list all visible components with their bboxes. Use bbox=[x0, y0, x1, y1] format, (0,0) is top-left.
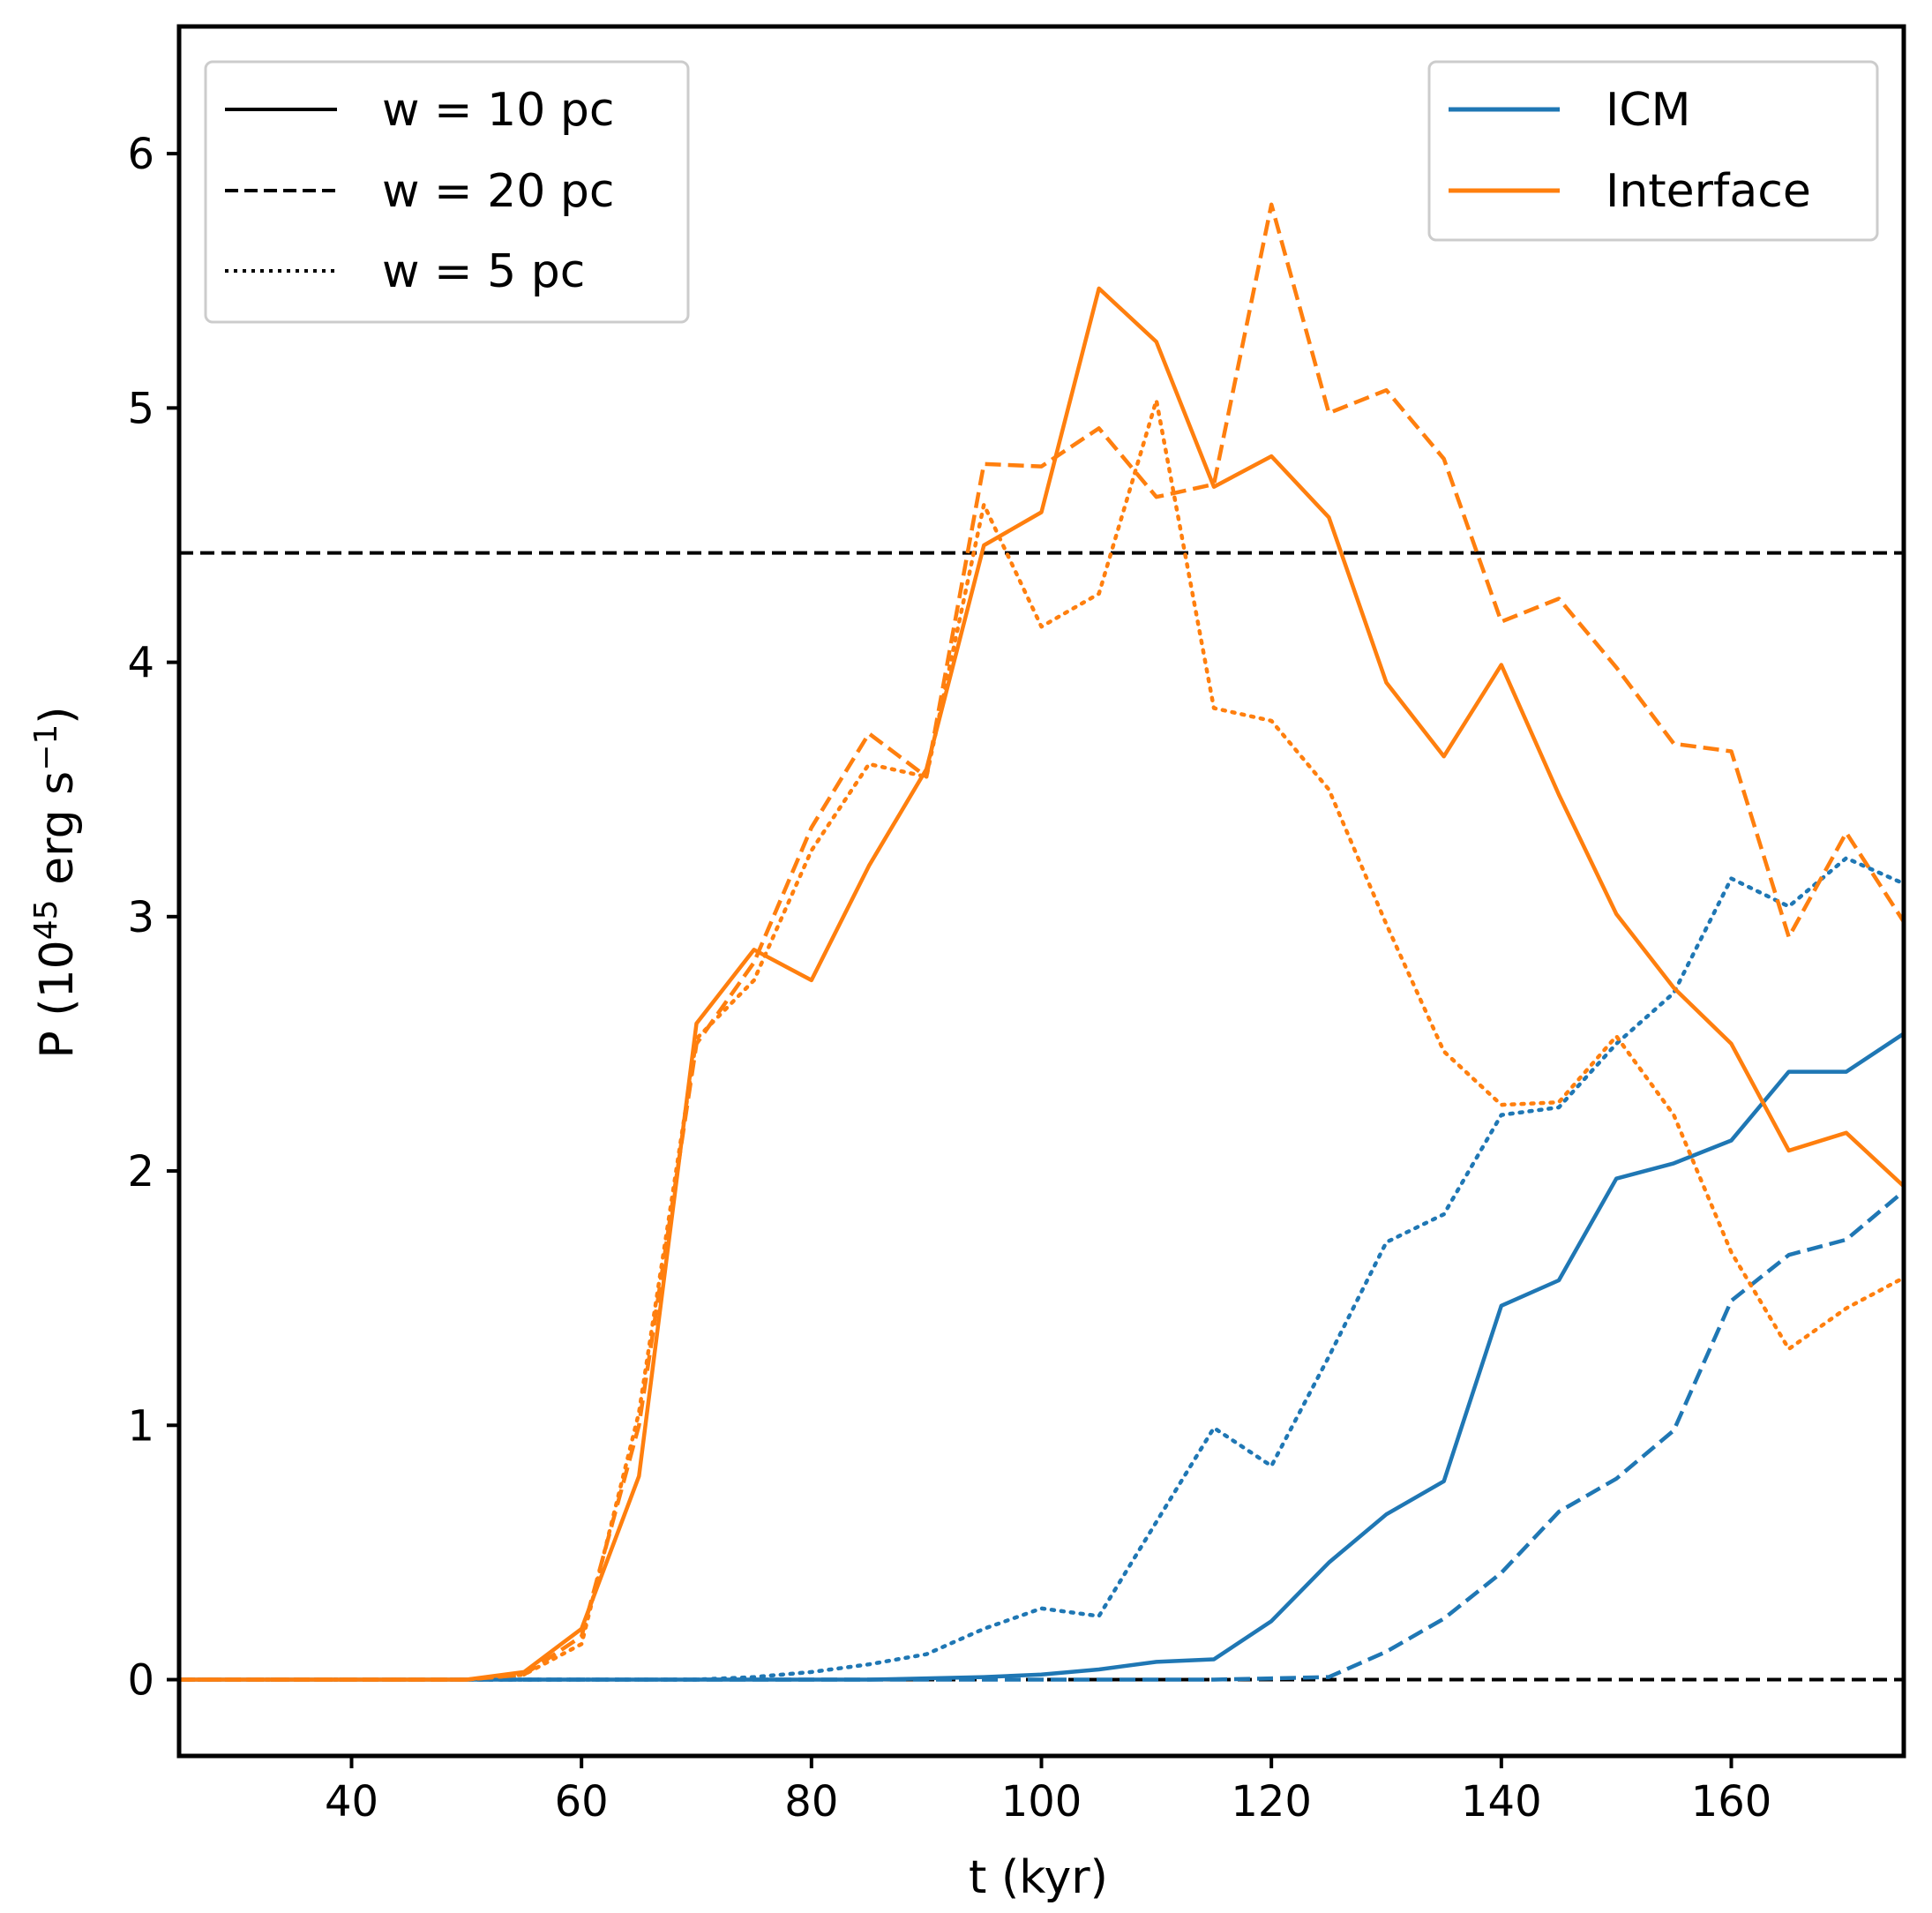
legend-styles: w = 10 pc w = 20 pc w = 5 pc bbox=[204, 60, 690, 324]
axis-ticks bbox=[167, 152, 1734, 1768]
legend-styles-box bbox=[204, 60, 690, 324]
series-line-icm-dotted bbox=[179, 856, 1904, 1682]
series-line-icm-solid bbox=[179, 1032, 1904, 1682]
x-tick-label: 160 bbox=[1691, 1777, 1772, 1827]
x-tick-label: 140 bbox=[1461, 1777, 1542, 1827]
y-tick-label: 6 bbox=[127, 130, 154, 179]
x-tick-label: 60 bbox=[555, 1777, 609, 1827]
y-axis-label: P (1045 erg s−1) bbox=[28, 706, 84, 1058]
y-axis-label-end: ) bbox=[31, 706, 84, 724]
legend-colors-box bbox=[1427, 60, 1879, 242]
reference-lines bbox=[179, 551, 1904, 1682]
legend-label-icm: ICM bbox=[1606, 84, 1691, 137]
series-line-interface-solid bbox=[179, 286, 1904, 1682]
x-tick-label: 100 bbox=[1001, 1777, 1082, 1827]
series-line-interface-dotted bbox=[179, 398, 1904, 1682]
y-axis-label-base: P (10 bbox=[31, 940, 84, 1058]
y-tick-label: 4 bbox=[127, 639, 154, 688]
series-line-interface-dashed bbox=[179, 202, 1904, 1682]
series-line-icm-dashed bbox=[179, 1189, 1904, 1682]
legend-label-w20: w = 20 pc bbox=[382, 165, 614, 218]
y-tick-label: 5 bbox=[127, 384, 154, 433]
plot-frame bbox=[176, 24, 1906, 1759]
x-tick-label: 40 bbox=[325, 1777, 378, 1827]
y-tick-label: 1 bbox=[127, 1401, 154, 1451]
legend-label-w5: w = 5 pc bbox=[382, 245, 585, 298]
y-axis-label-sup1: 45 bbox=[28, 899, 64, 940]
y-axis-label-sup2: −1 bbox=[28, 724, 64, 771]
y-tick-label: 0 bbox=[127, 1656, 154, 1706]
legend-label-interface: Interface bbox=[1606, 165, 1811, 218]
y-tick-label: 3 bbox=[127, 893, 154, 942]
series-layer bbox=[179, 202, 1904, 1682]
x-tick-label: 120 bbox=[1231, 1777, 1312, 1827]
tick-labels: 40 60 80 100 120 140 160 0 1 2 3 4 5 6 bbox=[127, 130, 1771, 1827]
legend-label-w10: w = 10 pc bbox=[382, 84, 614, 137]
legend-colors: ICM Interface bbox=[1427, 60, 1879, 242]
y-axis-label-mid: erg s bbox=[31, 771, 84, 900]
x-axis-label: t (kyr) bbox=[969, 1851, 1108, 1904]
y-tick-label: 2 bbox=[127, 1147, 154, 1197]
x-tick-label: 80 bbox=[784, 1777, 838, 1827]
